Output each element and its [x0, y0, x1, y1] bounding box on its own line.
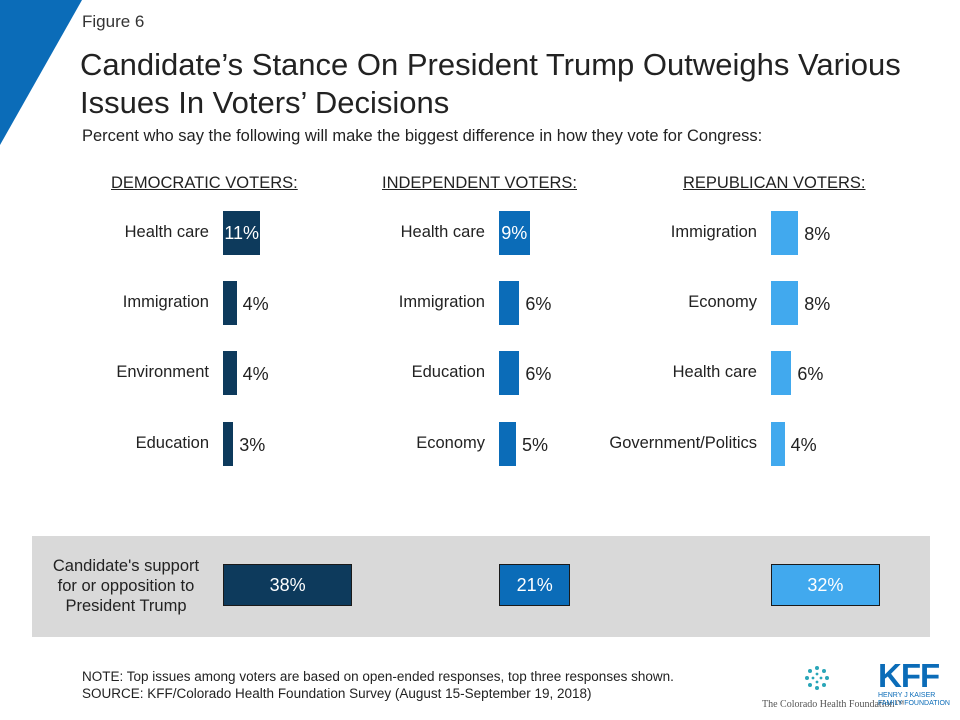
- trump-data-label: 32%: [807, 575, 844, 595]
- data-label: 6%: [797, 364, 824, 384]
- trump-row-label-line: President Trump: [65, 597, 187, 615]
- panel-header-independent: INDEPENDENT VOTERS:: [382, 174, 577, 192]
- category-label: Government/Politics: [609, 434, 757, 452]
- data-label: 4%: [790, 435, 817, 455]
- figure-label: Figure 6: [82, 12, 145, 31]
- bar-independent: [499, 422, 516, 466]
- kff-subline: HENRY J KAISER: [878, 692, 936, 699]
- bar-republican: [771, 351, 792, 395]
- bar-independent: [499, 281, 520, 325]
- category-label: Education: [411, 363, 485, 381]
- data-label: 9%: [501, 223, 528, 243]
- chf-logo-text: The Colorado Health Foundation™: [762, 699, 905, 710]
- panel-header-republican: REPUBLICAN VOTERS:: [683, 174, 866, 192]
- corner-accent: [0, 0, 82, 145]
- category-label: Health care: [124, 223, 209, 241]
- category-label: Immigration: [670, 223, 757, 241]
- category-label: Education: [135, 434, 209, 452]
- kff-logo: KFF HENRY J KAISER FAMILY FOUNDATION: [878, 657, 950, 708]
- chart-subtitle: Percent who say the following will make …: [82, 127, 763, 145]
- data-label: 6%: [525, 294, 552, 314]
- trump-bar-independent: [499, 564, 571, 606]
- data-label: 4%: [242, 364, 269, 384]
- category-label: Environment: [116, 363, 209, 381]
- trump-bar-republican: [771, 564, 880, 606]
- bar-independent: [499, 211, 530, 255]
- bar-democratic: [223, 422, 234, 466]
- trump-bar-democratic: [223, 564, 353, 606]
- source-text: SOURCE: KFF/Colorado Health Foundation S…: [82, 686, 592, 701]
- colorado-health-foundation-logo: The Colorado Health Foundation™: [762, 664, 905, 710]
- data-label: 3%: [239, 435, 266, 455]
- bar-republican: [771, 422, 785, 466]
- data-label: 8%: [804, 224, 831, 244]
- category-label: Economy: [688, 293, 757, 311]
- category-label: Health care: [400, 223, 485, 241]
- data-label: 4%: [242, 294, 269, 314]
- bar-democratic: [223, 351, 237, 395]
- footnote: NOTE: Top issues among voters are based …: [82, 668, 674, 702]
- data-label: 11%: [224, 223, 260, 243]
- category-label: Immigration: [122, 293, 209, 311]
- trump-data-label: 21%: [516, 575, 553, 595]
- bar-republican: [771, 211, 799, 255]
- trump-row-label-line: Candidate's support: [52, 557, 200, 575]
- chart-title: Candidate’s Stance On President Trump Ou…: [80, 47, 901, 120]
- trump-row-label: Candidate's support for or opposition to…: [32, 556, 220, 616]
- bar-republican: [771, 281, 799, 325]
- trump-row-label-line: for or opposition to: [57, 577, 195, 595]
- note-text: NOTE: Top issues among voters are based …: [82, 669, 674, 684]
- data-label: 8%: [804, 294, 831, 314]
- category-label: Health care: [672, 363, 757, 381]
- category-label: Economy: [416, 434, 485, 452]
- chf-burst-icon: [805, 666, 829, 690]
- bar-democratic: [223, 211, 261, 255]
- data-label: 6%: [525, 364, 552, 384]
- category-label: Immigration: [398, 293, 485, 311]
- bar-independent: [499, 351, 520, 395]
- trump-data-label: 38%: [269, 575, 306, 595]
- data-label: 5%: [522, 435, 549, 455]
- panel-header-democratic: DEMOCRATIC VOTERS:: [111, 174, 298, 192]
- kff-subline: FAMILY FOUNDATION: [878, 700, 950, 707]
- bar-democratic: [223, 281, 237, 325]
- kff-mark: KFF: [878, 657, 940, 694]
